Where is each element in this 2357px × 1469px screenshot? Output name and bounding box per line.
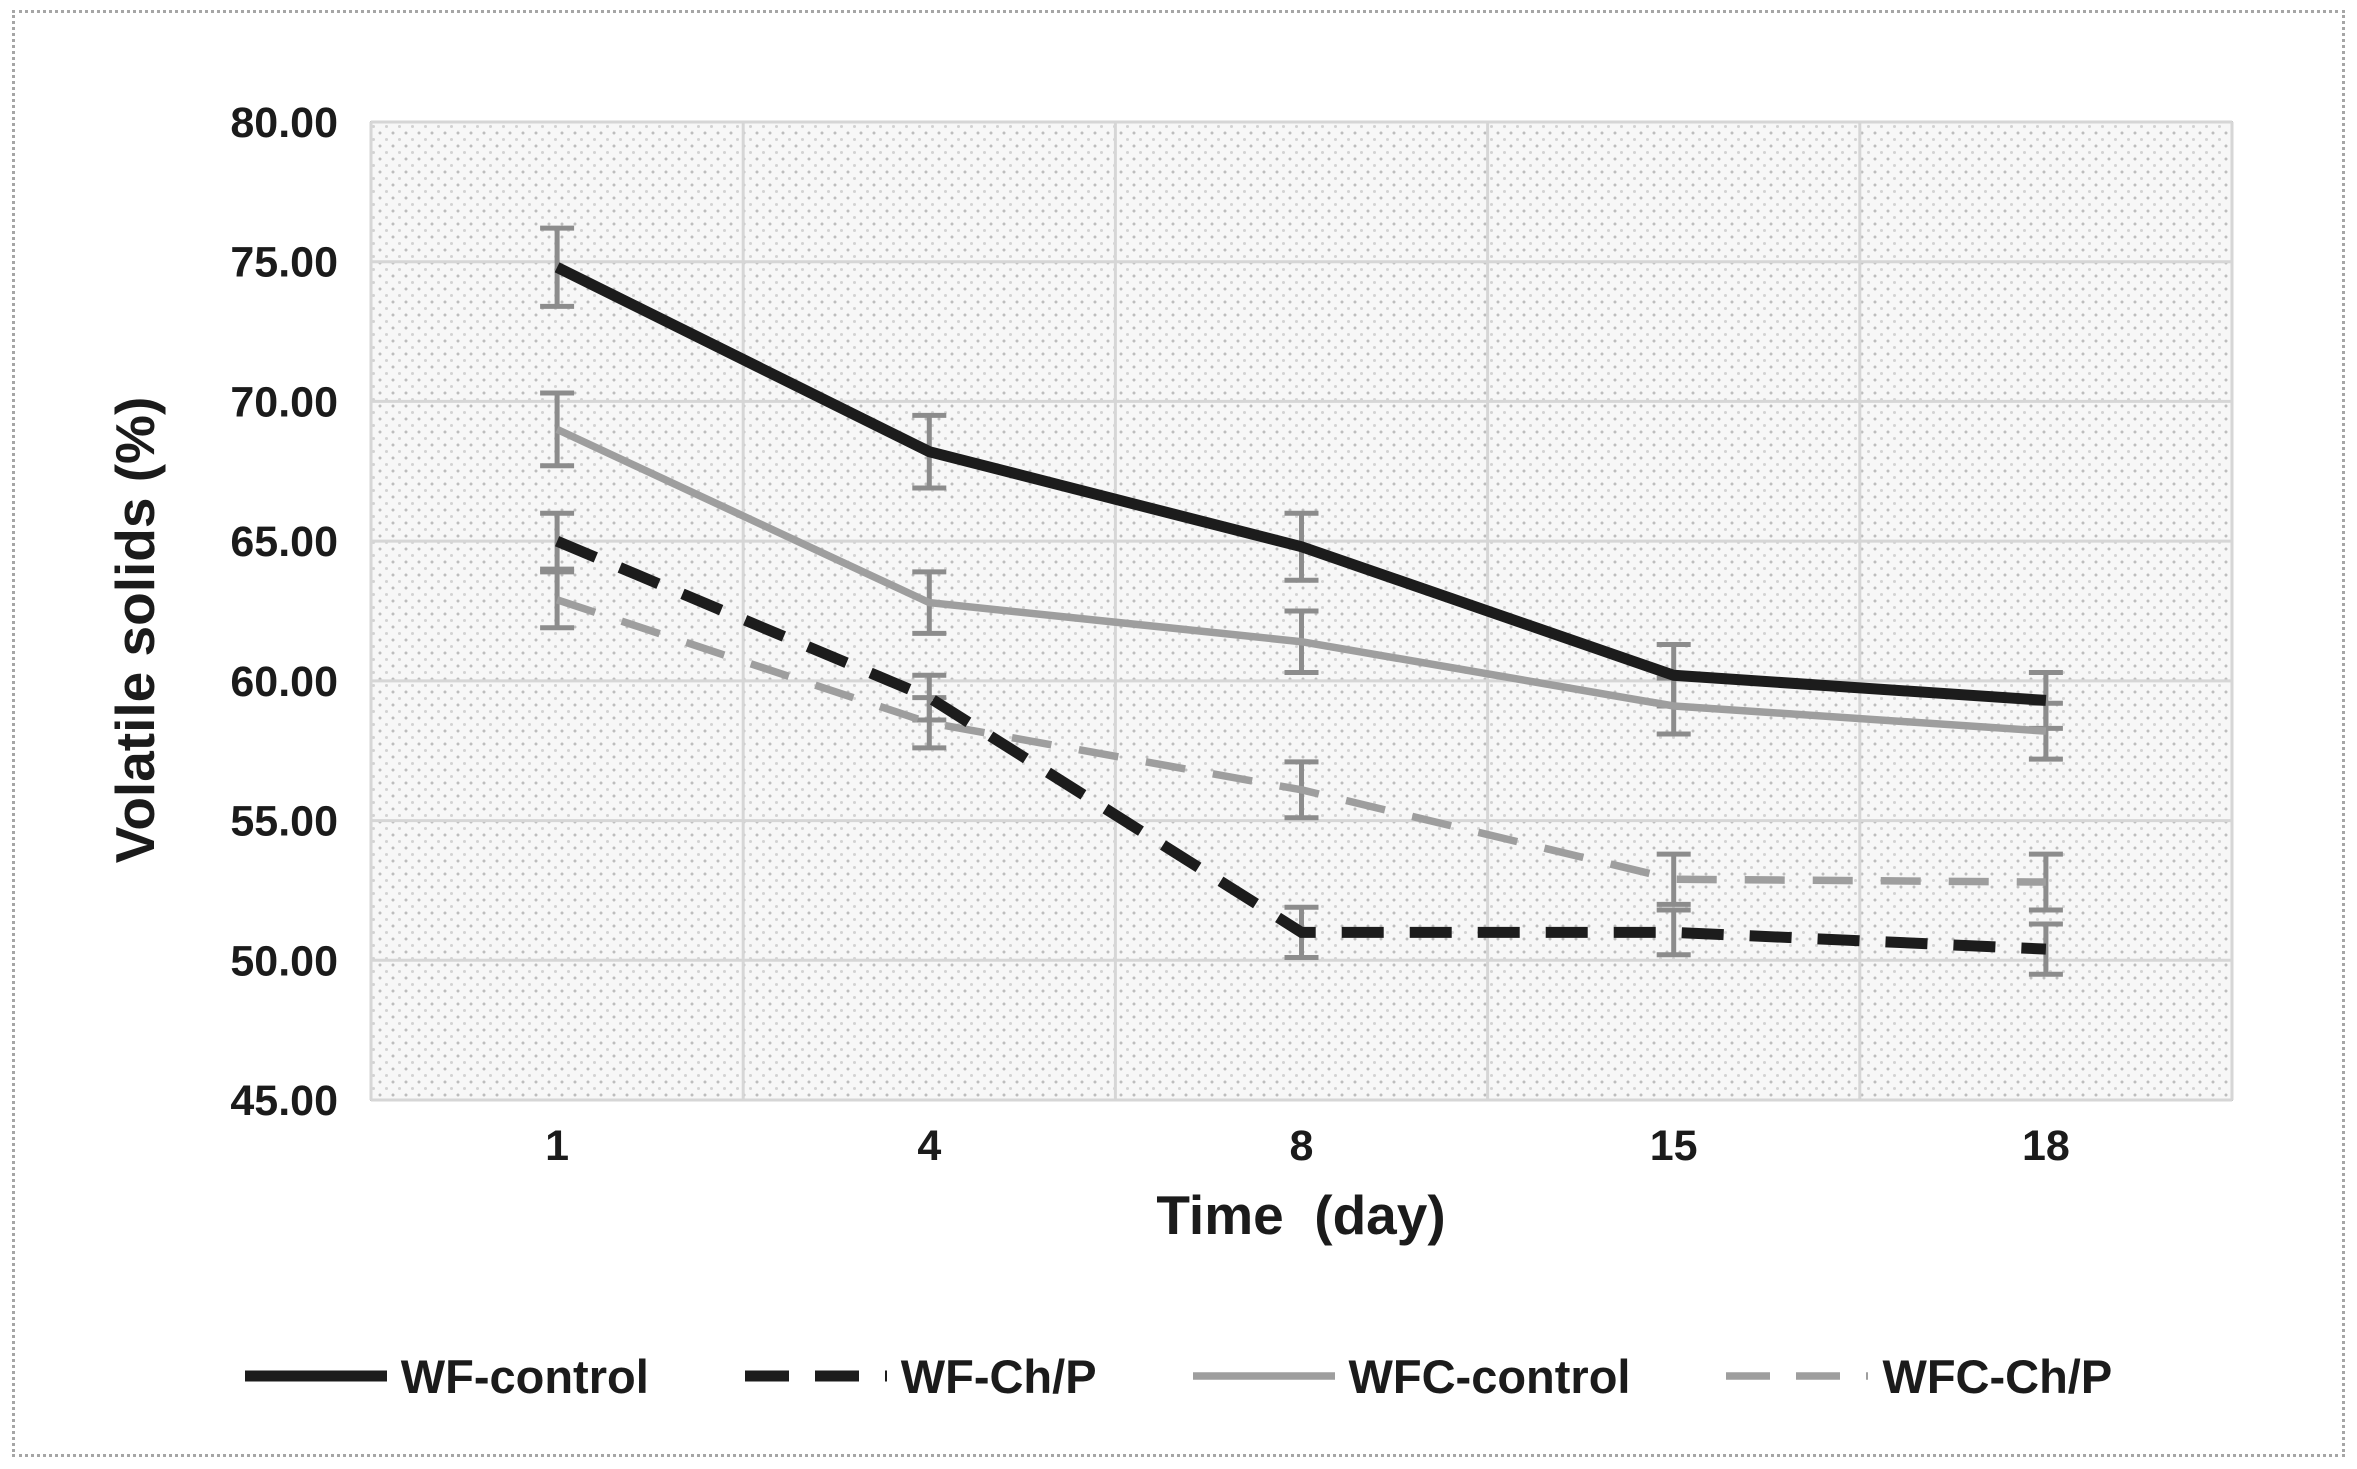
x-tick-labels: 1 4 8 15 18 [545, 1122, 2070, 1170]
x-tick-label: 18 [2022, 1122, 2070, 1170]
x-tick-label: 8 [1290, 1122, 1314, 1170]
y-tick-label: 50.00 [230, 937, 338, 985]
legend-label: WF-control [400, 1349, 649, 1403]
legend-item-wfc-control: WFC-control [1192, 1349, 1631, 1404]
legend-item-wfc-ch-p: WFC-Ch/P [1726, 1349, 2112, 1404]
x-tick-label: 4 [917, 1122, 941, 1170]
legend-item-wf-ch-p: WF-Ch/P [744, 1349, 1097, 1404]
y-tick-label: 60.00 [230, 658, 338, 706]
y-tick-label: 75.00 [230, 239, 338, 287]
y-tick-label: 80.00 [230, 99, 338, 147]
x-tick-label: 1 [545, 1122, 569, 1170]
legend-item-wf-control: WF-control [244, 1349, 649, 1404]
x-tick-label: 15 [1650, 1122, 1698, 1170]
series-line-wf-ch-p [554, 536, 2047, 955]
y-axis-title: Volatile solids (%) [104, 396, 166, 864]
y-tick-label: 70.00 [230, 378, 338, 426]
legend: WF-control WF-Ch/P WFC-control WFC-Ch/P [0, 1330, 2357, 1422]
legend-swatch-dashed [744, 1370, 887, 1382]
series-line-wfc-control [555, 425, 2047, 735]
y-tick-labels: 80.00 75.00 70.00 65.00 60.00 55.00 50.00 45.00 [230, 99, 338, 1125]
legend-swatch-solid [1192, 1372, 1335, 1380]
y-tick-label: 55.00 [230, 798, 338, 846]
series-line-wf-control [554, 262, 2047, 706]
legend-label: WFC-control [1348, 1349, 1631, 1403]
y-tick-label: 65.00 [230, 518, 338, 566]
series-lines [554, 262, 2047, 955]
legend-swatch-dashed [1726, 1372, 1869, 1380]
x-axis-title: Time (day) [1156, 1184, 1446, 1246]
legend-label: WFC-Ch/P [1882, 1349, 2113, 1403]
series-line-wfc-ch-p [555, 596, 2046, 886]
legend-label: WF-Ch/P [900, 1349, 1097, 1403]
legend-swatch-solid [244, 1370, 387, 1382]
y-tick-label: 45.00 [230, 1077, 338, 1125]
